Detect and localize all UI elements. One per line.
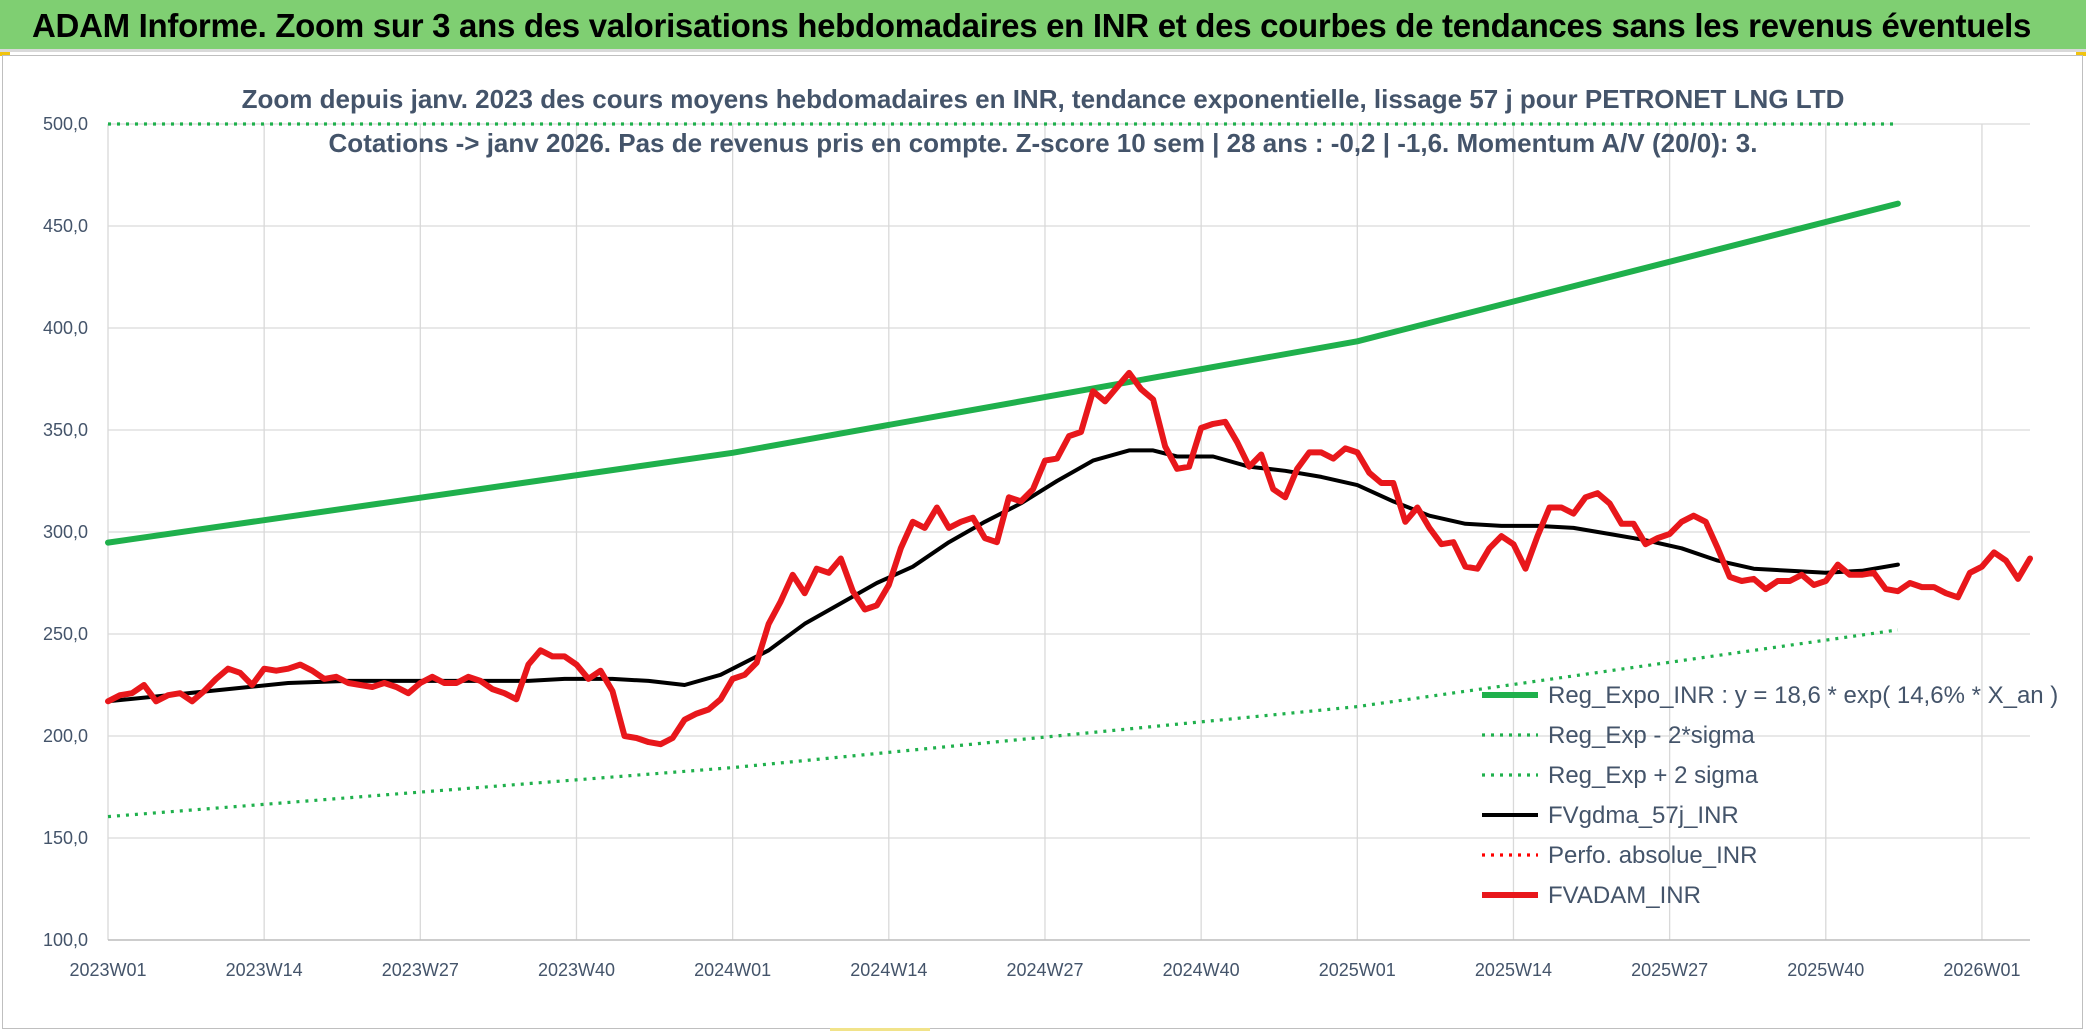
- fvgdma-line: [106, 448, 1900, 704]
- y-tick-label: 450,0: [43, 216, 88, 236]
- y-tick-label: 300,0: [43, 522, 88, 542]
- legend-perfo: Perfo. absolue_INR: [1482, 842, 1757, 869]
- x-axis: 2023W01 2023W14 2023W27 2023W40 2024W01 2024W…: [69, 939, 2030, 980]
- legend-label: FVADAM_INR: [1548, 882, 1701, 909]
- legend-fvgdma: FVgdma_57j_INR: [1482, 802, 1739, 829]
- legend-reg-plus: Reg_Exp + 2 sigma: [1482, 762, 1759, 789]
- y-axis: 100,0 150,0 200,0 250,0 300,0 350,0 400,0 450,0…: [43, 114, 88, 950]
- legend-label: Reg_Expo_INR : y = 18,6 * exp( 14,6% * X…: [1548, 682, 2058, 709]
- series-lines: [105, 122, 2033, 819]
- legend-reg-minus: Reg_Exp - 2*sigma: [1482, 722, 1755, 749]
- y-tick-label: 200,0: [43, 726, 88, 746]
- x-tick-label: 2025W14: [1475, 960, 1552, 980]
- legend-label: Reg_Exp + 2 sigma: [1548, 762, 1759, 789]
- bottom-mark: [830, 1028, 930, 1031]
- x-tick-label: 2025W27: [1631, 960, 1708, 980]
- x-tick-label: 2023W14: [226, 960, 303, 980]
- x-tick-label: 2024W14: [850, 960, 927, 980]
- y-tick-label: 400,0: [43, 318, 88, 338]
- y-tick-label: 250,0: [43, 624, 88, 644]
- x-tick-label: 2023W40: [538, 960, 615, 980]
- x-tick-label: 2023W27: [382, 960, 459, 980]
- legend-label: FVgdma_57j_INR: [1548, 802, 1739, 829]
- x-tick-label: 2024W40: [1163, 960, 1240, 980]
- legend-reg-expo: Reg_Expo_INR : y = 18,6 * exp( 14,6% * X…: [1482, 682, 2058, 709]
- corner-mark-right: [2076, 52, 2086, 56]
- x-tick-label: 2024W27: [1006, 960, 1083, 980]
- fvadam-line: [105, 369, 2033, 748]
- report-banner: ADAM Informe. Zoom sur 3 ans des valoris…: [0, 0, 2086, 52]
- report-title: ADAM Informe. Zoom sur 3 ans des valoris…: [32, 7, 2032, 44]
- chart-title: Zoom depuis janv. 2023 des cours moyens …: [241, 84, 1845, 114]
- reg-expo-line: [105, 200, 1901, 546]
- y-tick-label: 500,0: [43, 114, 88, 134]
- chart-subtitle: Cotations -> janv 2026. Pas de revenus p…: [328, 128, 1758, 158]
- x-tick-label: 2024W01: [694, 960, 771, 980]
- y-tick-label: 100,0: [43, 930, 88, 950]
- x-tick-label: 2023W01: [69, 960, 146, 980]
- chart-area: [2, 55, 2083, 1029]
- legend-fvadam: FVADAM_INR: [1482, 882, 1701, 909]
- y-tick-label: 350,0: [43, 420, 88, 440]
- legend: Reg_Expo_INR : y = 18,6 * exp( 14,6% * X…: [1482, 682, 2058, 909]
- x-tick-label: 2025W01: [1319, 960, 1396, 980]
- legend-label: Perfo. absolue_INR: [1548, 842, 1757, 869]
- x-tick-label: 2026W01: [1943, 960, 2020, 980]
- x-tick-label: 2025W40: [1787, 960, 1864, 980]
- corner-mark-left: [0, 52, 10, 56]
- y-tick-label: 150,0: [43, 828, 88, 848]
- legend-label: Reg_Exp - 2*sigma: [1548, 722, 1755, 749]
